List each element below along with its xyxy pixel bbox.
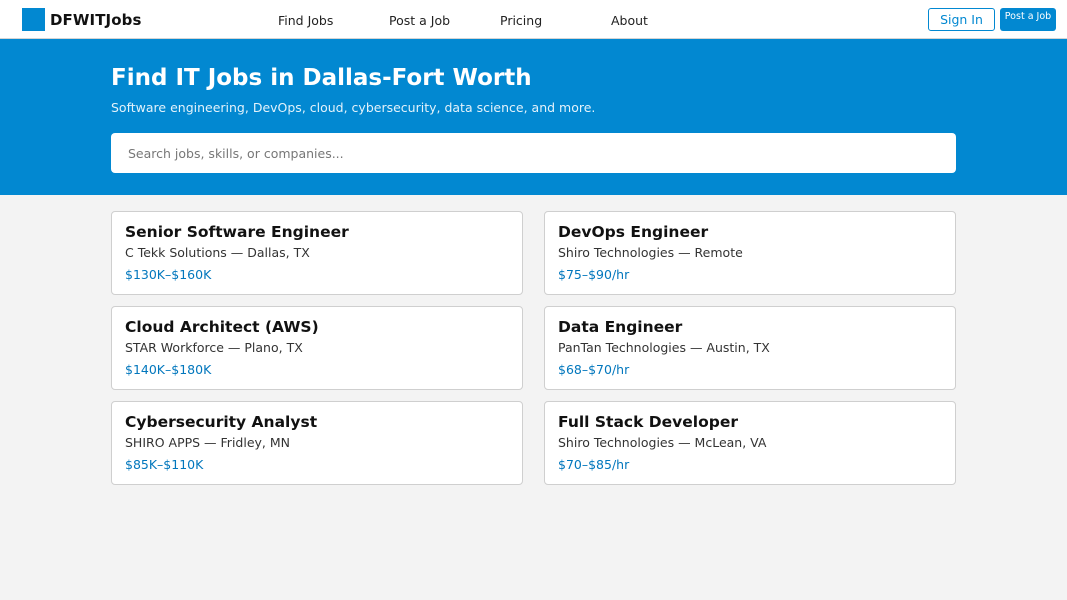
hero-banner: Find IT Jobs in Dallas-Fort Worth Softwa… [0,39,1067,195]
job-salary: $130K–$160K [125,267,212,282]
post-a-job-button[interactable]: Post a Job [1000,8,1056,31]
job-company-location: STAR Workforce — Plano, TX [125,340,303,355]
job-company-location: Shiro Technologies — McLean, VA [558,435,767,450]
nav-pricing[interactable]: Pricing [500,13,543,28]
job-title[interactable]: Cloud Architect (AWS) [125,318,319,336]
job-title[interactable]: DevOps Engineer [558,223,709,241]
job-card[interactable]: DevOps Engineer Shiro Technologies — Rem… [544,211,956,295]
page-title: Find IT Jobs in Dallas-Fort Worth [111,65,532,91]
job-company-location: C Tekk Solutions — Dallas, TX [125,245,310,260]
nav-find-jobs[interactable]: Find Jobs [278,13,334,28]
job-salary: $75–$90/hr [558,267,630,282]
job-title[interactable]: Full Stack Developer [558,413,739,431]
page-subtitle: Software engineering, DevOps, cloud, cyb… [111,100,596,115]
sign-in-button[interactable]: Sign In [928,8,995,31]
job-card[interactable]: Cybersecurity Analyst SHIRO APPS — Fridl… [111,401,523,485]
site-name: DFWITJobs [50,10,142,29]
job-card[interactable]: Full Stack Developer Shiro Technologies … [544,401,956,485]
job-card[interactable]: Data Engineer PanTan Technologies — Aust… [544,306,956,390]
job-title[interactable]: Data Engineer [558,318,683,336]
job-title[interactable]: Cybersecurity Analyst [125,413,318,431]
logo-square-icon [22,8,45,31]
job-card[interactable]: Cloud Architect (AWS) STAR Workforce — P… [111,306,523,390]
job-salary: $85K–$110K [125,457,204,472]
job-company-location: SHIRO APPS — Fridley, MN [125,435,290,450]
top-navigation-bar: DFWITJobs Find Jobs Post a Job Pricing A… [0,0,1067,39]
job-title[interactable]: Senior Software Engineer [125,223,349,241]
nav-about[interactable]: About [611,13,648,28]
job-company-location: PanTan Technologies — Austin, TX [558,340,770,355]
job-salary: $68–$70/hr [558,362,630,377]
job-search-input[interactable] [111,133,956,173]
job-salary: $140K–$180K [125,362,212,377]
nav-post-a-job[interactable]: Post a Job [389,13,451,28]
job-company-location: Shiro Technologies — Remote [558,245,743,260]
site-logo[interactable]: DFWITJobs [22,8,142,31]
job-listings-grid: Senior Software Engineer C Tekk Solution… [111,211,956,485]
job-card[interactable]: Senior Software Engineer C Tekk Solution… [111,211,523,295]
job-salary: $70–$85/hr [558,457,630,472]
